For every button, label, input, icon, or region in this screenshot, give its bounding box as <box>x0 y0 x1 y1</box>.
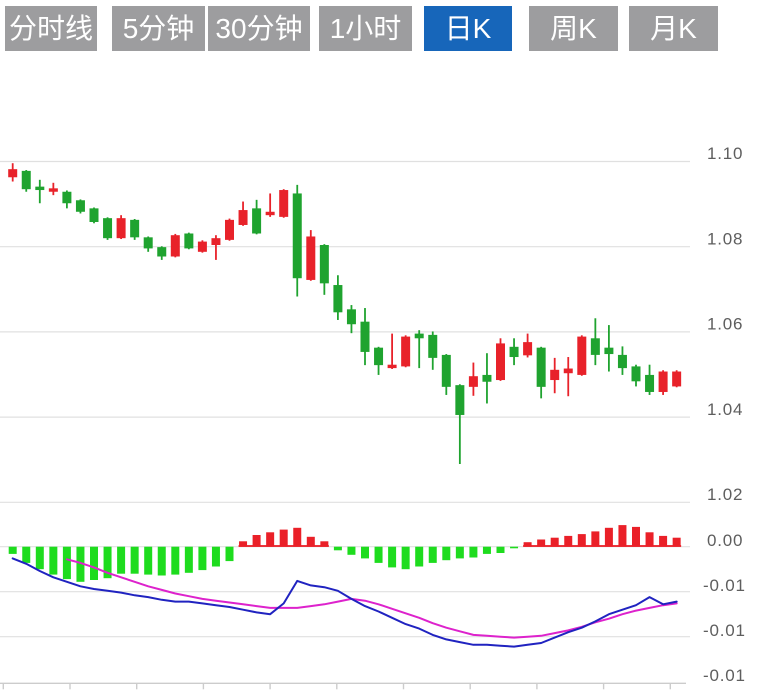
gridlines <box>0 160 690 690</box>
macd-axis-label: 0.00 <box>707 531 743 550</box>
macd-axis-label: -0.01 <box>703 576 746 595</box>
tab-30min[interactable]: 30分钟 <box>208 6 310 51</box>
price-axis-label: 1.08 <box>707 230 743 249</box>
tab-monthly-k[interactable]: 月K <box>629 6 718 51</box>
price-axis-labels: 1.10 1.08 1.06 1.04 1.02 <box>707 144 743 504</box>
macd-axis-labels: 0.00 -0.01 -0.01 -0.01 <box>703 531 746 685</box>
price-axis-label: 1.02 <box>707 485 743 504</box>
candlestick-series <box>8 163 682 464</box>
period-tabbar: 分时线 5分钟 30分钟 1小时 日K 周K 月K <box>0 0 757 56</box>
tab-5min[interactable]: 5分钟 <box>112 6 205 51</box>
tab-1hour[interactable]: 1小时 <box>319 6 412 51</box>
price-axis-label: 1.06 <box>707 315 743 334</box>
macd-axis-label: -0.01 <box>703 666 746 685</box>
tab-daily-k[interactable]: 日K <box>424 6 512 51</box>
price-axis-label: 1.10 <box>707 144 743 163</box>
tab-weekly-k[interactable]: 周K <box>529 6 618 51</box>
tab-timeline-line[interactable]: 分时线 <box>5 6 97 51</box>
price-axis-label: 1.04 <box>707 400 743 419</box>
macd-axis-label: -0.01 <box>703 621 746 640</box>
macd-panel <box>8 525 682 648</box>
